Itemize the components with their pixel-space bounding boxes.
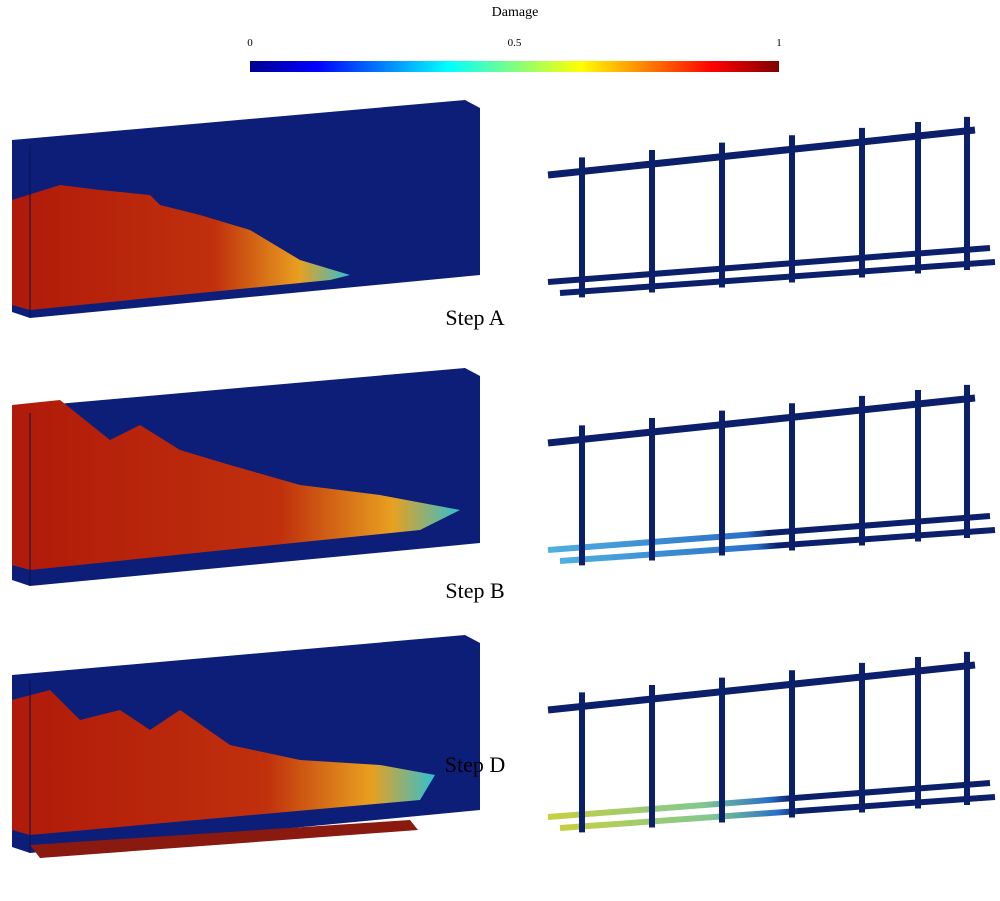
panel-caption: Step B (445, 578, 504, 603)
colorbar (250, 61, 779, 72)
top-rebar (548, 398, 975, 443)
panel: Step D (12, 635, 995, 858)
panel-caption: Step D (445, 752, 506, 777)
panel: Step A (12, 100, 995, 330)
figure: Damage Step A Step B Step D 0 0.5 1 (0, 0, 1000, 901)
top-rebar (548, 665, 975, 710)
top-rebar (548, 130, 975, 175)
colorbar-tick-label: 0 (247, 37, 253, 49)
colorbar-title: Damage (492, 5, 539, 20)
colorbar-tick-label: 0.5 (508, 37, 522, 49)
panel: Step B (12, 368, 995, 603)
colorbar-tick-label: 1 (776, 37, 782, 49)
panels: Step A Step B Step D (12, 100, 995, 858)
panel-caption: Step A (445, 305, 504, 330)
